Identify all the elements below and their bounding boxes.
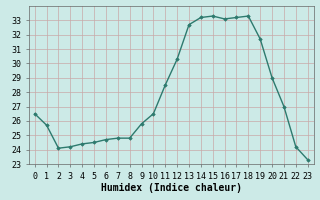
X-axis label: Humidex (Indice chaleur): Humidex (Indice chaleur) (101, 183, 242, 193)
